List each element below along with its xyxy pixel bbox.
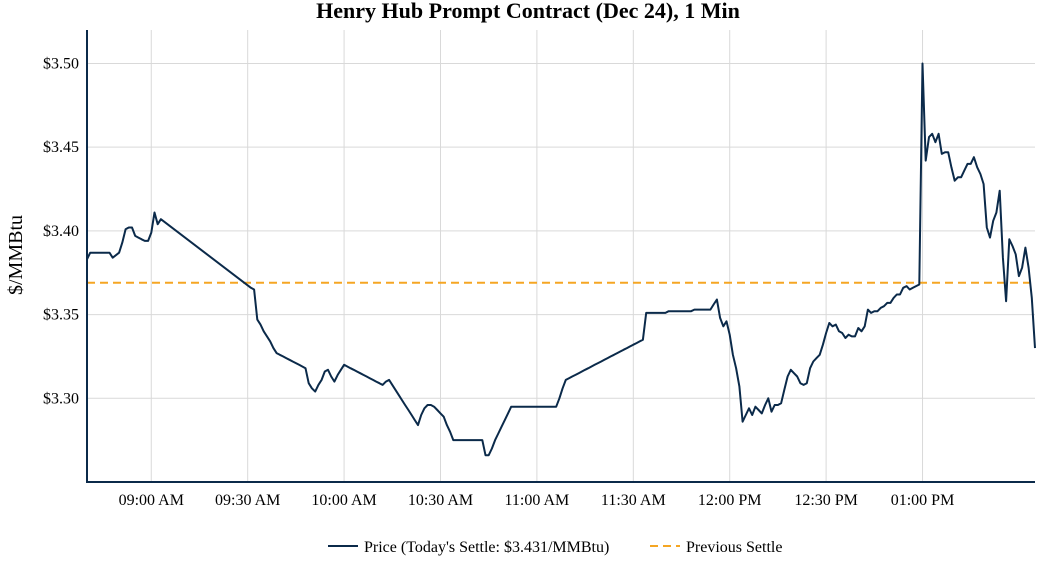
y-tick-label: $3.50 [43,55,79,72]
legend: Price (Today's Settle: $3.431/MMBtu) Pre… [328,539,782,556]
x-tick-label: 01:00 PM [891,492,955,509]
legend-previous-settle-label[interactable]: Previous Settle [686,539,782,556]
y-axis-label: $/MMBtu [5,215,27,295]
y-tick-label: $3.40 [43,223,79,240]
legend-price-label[interactable]: Price (Today's Settle: $3.431/MMBtu) [364,539,609,556]
x-tick-label: 11:00 AM [505,492,570,509]
chart-title: Henry Hub Prompt Contract (Dec 24), 1 Mi… [316,0,740,23]
gridlines [87,30,1035,482]
x-tick-label: 10:00 AM [311,492,376,509]
x-axis-ticks: 09:00 AM 09:30 AM 10:00 AM 10:30 AM 11:00 AM… [119,492,955,509]
price-series-line [86,62,1036,457]
x-tick-label: 09:30 AM [215,492,280,509]
y-tick-label: $3.45 [43,139,79,156]
y-tick-label: $3.35 [43,307,79,324]
x-tick-label: 09:00 AM [119,492,184,509]
x-tick-label: 12:30 PM [794,492,858,509]
x-tick-label: 11:30 AM [601,492,666,509]
x-tick-label: 10:30 AM [408,492,473,509]
y-axis-ticks: $3.30 $3.35 $3.40 $3.45 $3.50 [43,55,79,407]
y-tick-label: $3.30 [43,390,79,407]
axes [86,30,1035,483]
x-tick-label: 12:00 PM [698,492,762,509]
